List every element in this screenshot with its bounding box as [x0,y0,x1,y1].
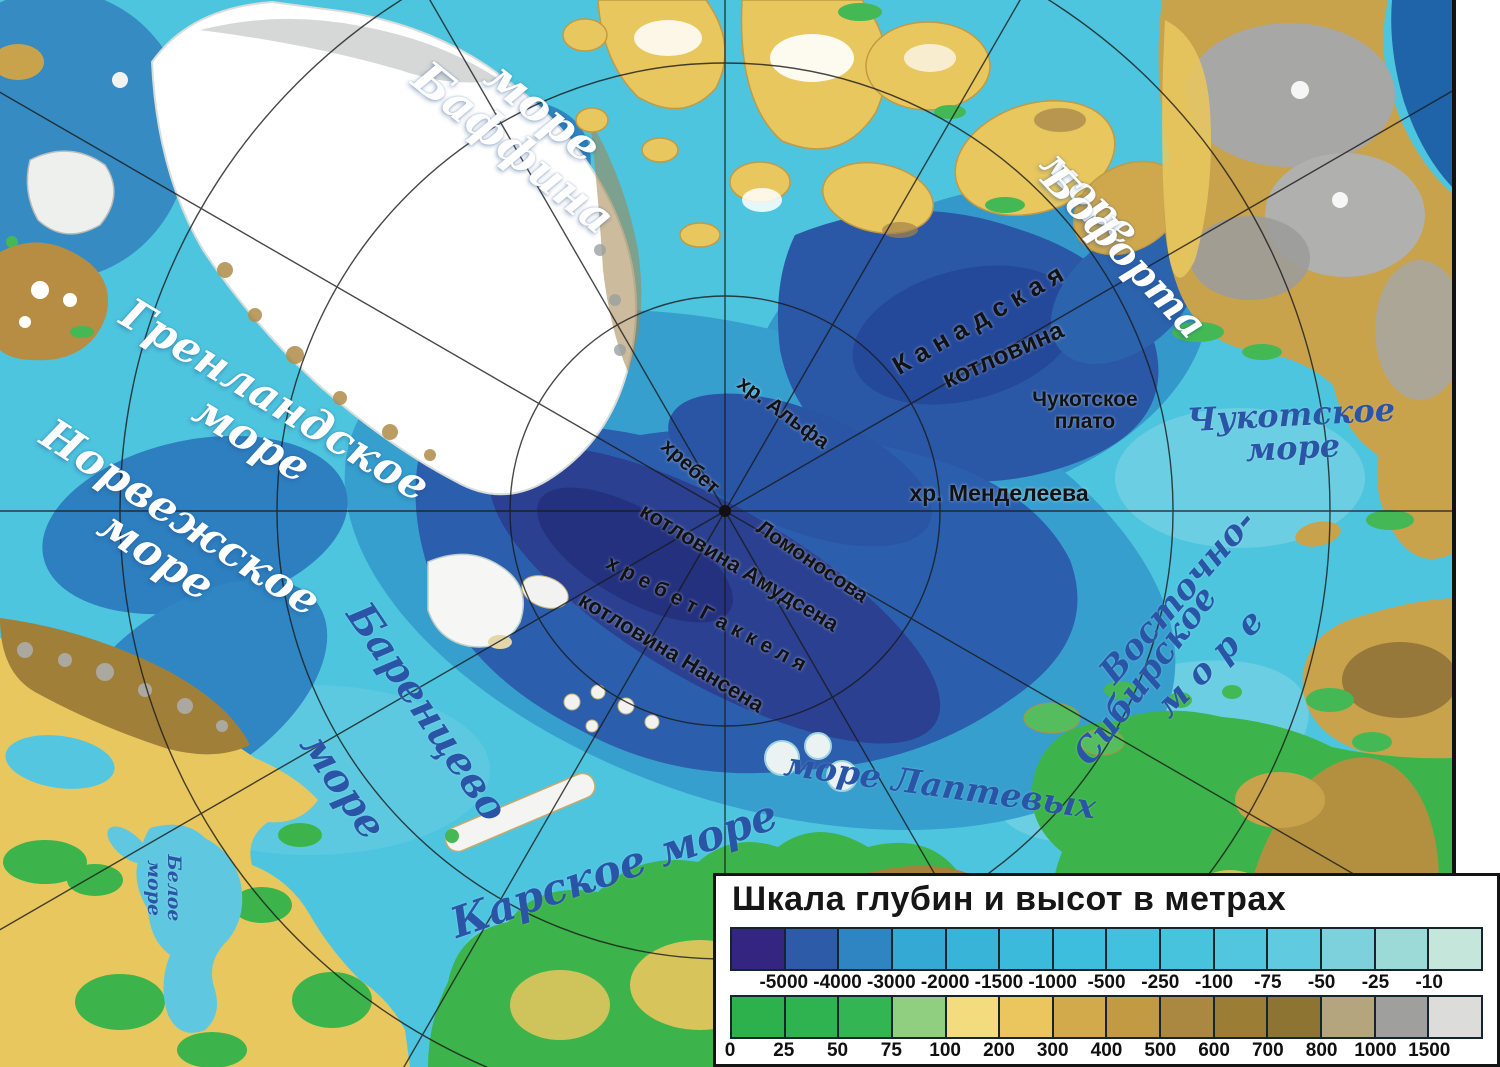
height-cell-7 [1107,997,1162,1037]
depth-cell-2 [839,929,893,969]
depth-tick--10: -10 [1415,972,1443,993]
depth-cell-7 [1107,929,1162,969]
land-greenland [150,0,642,496]
height-cell-3 [892,997,947,1037]
legend-height-labels: 0 25 50 75 100 200 300 400 500 600 700 800 1000 1500 [725,1039,1483,1063]
legend-depth-bar [730,927,1483,971]
deep-basins [42,100,1209,831]
height-cell-9 [1214,997,1269,1037]
depth-tick--250: -250 [1141,972,1180,993]
height-cell-13 [1429,997,1481,1037]
depth-cell-3 [892,929,947,969]
land-alaska [1158,0,1455,560]
depth-cell-6 [1053,929,1108,969]
legend-panel: Шкала глубин и высот в метрах -5000 -4000… [713,873,1500,1067]
depth-tick--50: -50 [1307,972,1336,993]
height-tick-75: 75 [880,1040,902,1061]
height-tick-300: 300 [1036,1040,1069,1061]
depth-tick--500: -500 [1087,972,1126,993]
depth-tick--100: -100 [1195,972,1234,993]
height-tick-1000: 1000 [1354,1040,1397,1061]
height-tick-100: 100 [929,1040,961,1061]
depth-cell-13 [1429,929,1481,969]
depth-tick--3000: -3000 [867,972,916,993]
map-right-border [1452,0,1456,876]
height-tick-1500: 1500 [1408,1040,1451,1061]
legend-height-bar [730,995,1483,1039]
legend-depth-labels: -5000 -4000 -3000 -2000 -1500 -1000 -500 -250 -1… [730,971,1483,995]
land-iceland [0,242,108,361]
land-scandinavia [0,618,410,1067]
islands-franz-josef [563,684,660,733]
islands-svalbard [427,553,569,649]
island-novaya-zemlya [444,772,596,853]
land-canadian-coast-nw [0,0,190,280]
depth-tick--1500: -1500 [974,972,1024,993]
depth-cell-11 [1322,929,1376,969]
land-canadian-islands-detail [634,3,1086,238]
depth-tick--4000: -4000 [813,972,862,993]
depth-tick--1000: -1000 [1028,972,1078,993]
height-cell-8 [1161,997,1215,1037]
height-tick-25: 25 [773,1040,795,1061]
height-cell-12 [1375,997,1430,1037]
height-tick-800: 800 [1305,1040,1338,1061]
depth-cell-9 [1214,929,1269,969]
height-tick-400: 400 [1090,1040,1123,1061]
height-cell-10 [1268,997,1323,1037]
height-cell-0 [732,997,786,1037]
depth-tick--2000: -2000 [920,972,970,993]
height-cell-1 [785,997,840,1037]
north-pole-dot [719,505,731,517]
depth-tick--75: -75 [1254,972,1282,993]
height-tick-600: 600 [1198,1040,1230,1061]
depth-tick--5000: -5000 [759,972,809,993]
depth-cell-4 [946,929,1001,969]
depth-cell-12 [1375,929,1430,969]
height-cell-4 [946,997,1001,1037]
depth-cell-10 [1268,929,1323,969]
legend-title: Шкала глубин и высот в метрах [732,880,1287,918]
depth-cell-1 [785,929,840,969]
depth-cell-5 [1000,929,1054,969]
height-cell-5 [1000,997,1054,1037]
depth-cell-8 [1161,929,1215,969]
depth-cell-0 [732,929,786,969]
islands-severnaya-zemlya [764,732,858,792]
depth-tick--25: -25 [1361,972,1390,993]
height-tick-0: 0 [724,1040,736,1061]
height-cell-11 [1322,997,1376,1037]
height-tick-50: 50 [826,1040,849,1061]
height-cell-2 [839,997,893,1037]
height-tick-500: 500 [1144,1040,1177,1061]
height-cell-6 [1053,997,1108,1037]
height-tick-200: 200 [983,1040,1015,1061]
height-tick-700: 700 [1251,1040,1284,1061]
